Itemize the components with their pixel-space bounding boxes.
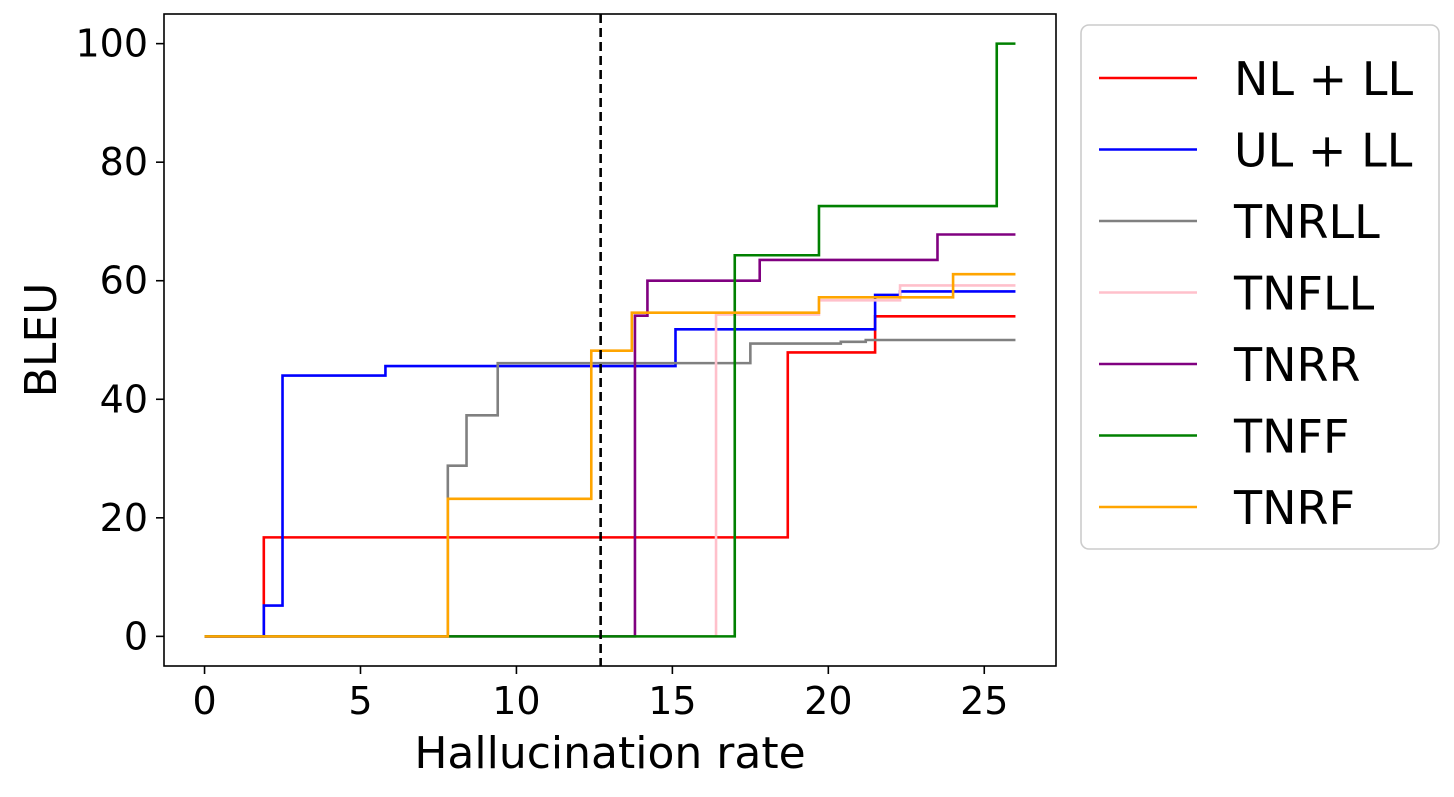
legend-label: TNFLL [1233,267,1375,321]
legend-item: TNRR [1099,338,1360,392]
x-axis-label: Hallucination rate [414,728,805,779]
legend-label: NL + LL [1234,52,1413,106]
y-tick-label: 20 [100,496,148,540]
series-line-tnfll [204,284,1016,638]
series-layer [204,42,1016,638]
x-tick-label: 20 [804,679,852,723]
legend-item: UL + LL [1099,124,1413,178]
legend-label: TNFF [1233,410,1349,464]
series-line-tnrll [204,338,1016,638]
legend-label: TNRR [1233,338,1360,392]
y-tick-label: 100 [75,22,148,66]
x-tick-label: 10 [492,679,540,723]
y-axis: 0 20 40 60 80 100 [75,22,164,658]
legend-item: TNRLL [1099,195,1380,249]
x-axis: 0 5 10 15 20 25 [192,666,1008,723]
y-tick-label: 40 [100,377,148,421]
x-tick-label: 0 [192,679,216,723]
legend: NL + LL UL + LL TNRLL TNFLL TNRR TNFF TNRF [1080,24,1440,550]
x-tick-label: 15 [648,679,696,723]
legend-item: TNFLL [1099,267,1375,321]
series-line-ul-ll [204,290,1016,638]
y-tick-label: 80 [100,140,148,184]
series-line-tnff [204,42,1016,638]
legend-item: TNFF [1099,410,1349,464]
legend-item: NL + LL [1099,52,1413,106]
y-tick-label: 0 [124,614,148,658]
legend-item: TNRF [1099,481,1355,535]
legend-label: TNRLL [1233,195,1380,249]
legend-label: TNRF [1233,481,1355,535]
legend-items: NL + LL UL + LL TNRLL TNFLL TNRR TNFF TNRF [1099,52,1413,535]
y-axis-label: BLEU [16,283,67,398]
legend-frame [1080,24,1440,550]
legend-label: UL + LL [1234,124,1413,178]
series-line-tnrr [204,233,1016,638]
plot-frame [163,13,1057,667]
series-line-tnrf [204,272,1016,638]
x-tick-label: 5 [348,679,372,723]
x-tick-label: 25 [960,679,1008,723]
y-tick-label: 60 [100,259,148,303]
